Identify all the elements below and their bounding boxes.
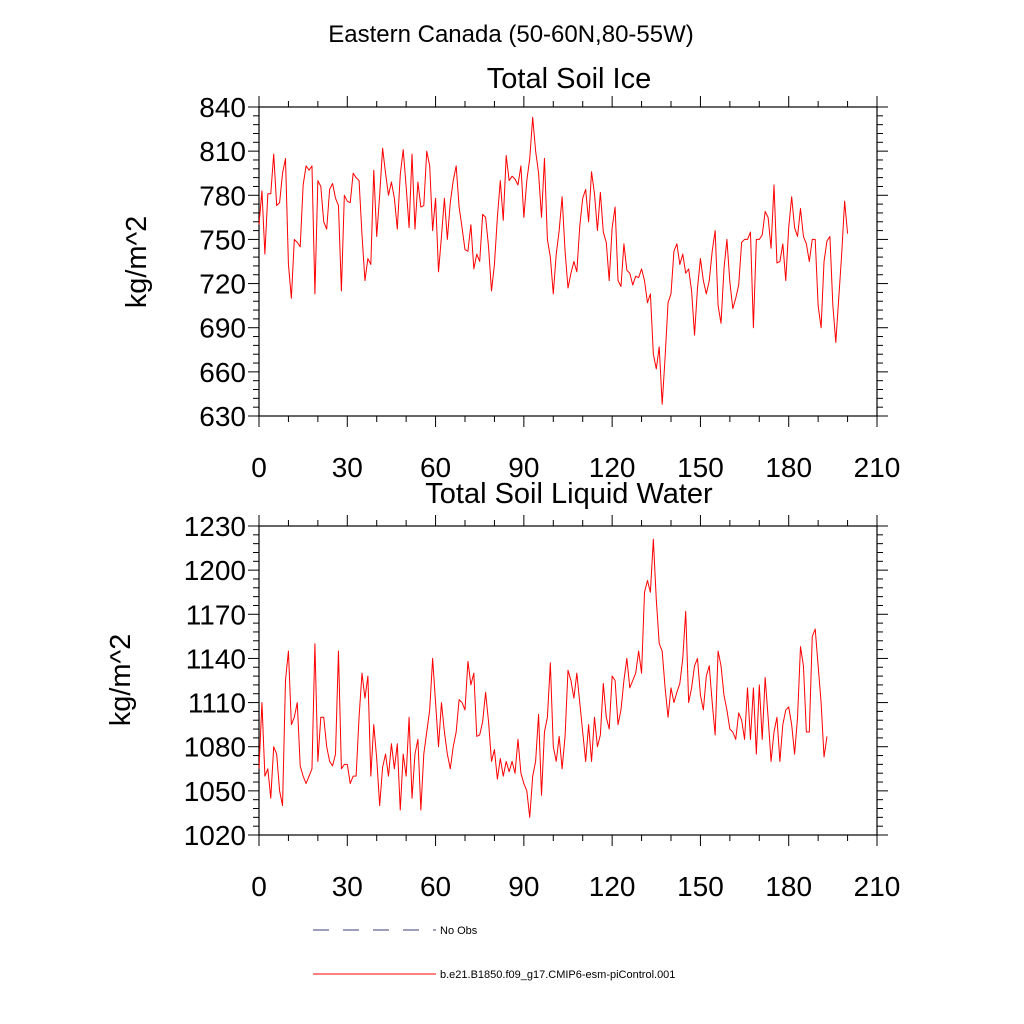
y-tick-label: 720 <box>199 269 246 300</box>
axis-ticks <box>248 515 888 846</box>
x-tick-label: 30 <box>332 452 363 483</box>
y-tick-label: 690 <box>199 313 246 344</box>
y-axis-label: kg/m^2 <box>121 216 153 309</box>
plot-frame <box>258 106 878 417</box>
chart-title: Total Soil Ice <box>487 63 651 95</box>
x-tick-label: 90 <box>508 452 539 483</box>
y-axis-label: kg/m^2 <box>105 634 137 727</box>
legend-label: b.e21.B1850.f09_g17.CMIP6-esm-piControl.… <box>440 969 675 981</box>
axis-ticks <box>248 96 888 427</box>
series-line-soil-liquid-water <box>258 538 828 818</box>
x-tick-label: 0 <box>251 871 267 902</box>
y-tick-label: 810 <box>199 136 246 167</box>
y-axis-tick-labels: 630 660 690 720 750 780 810 840 <box>199 92 246 432</box>
y-tick-label: 1200 <box>184 555 246 586</box>
legend-label: No Obs <box>440 925 478 937</box>
y-tick-label: 780 <box>199 180 246 211</box>
chart-total-soil-liquid-water: Total Soil Liquid Water 1020 1050 1080 1110… <box>105 478 900 902</box>
x-tick-label: 90 <box>508 871 539 902</box>
x-axis-tick-labels: 0 30 60 90 120 150 180 210 <box>251 452 900 483</box>
y-tick-label: 630 <box>199 401 246 432</box>
figure-title: Eastern Canada (50-60N,80-55W) <box>328 21 694 48</box>
x-tick-label: 150 <box>677 452 724 483</box>
x-tick-label: 120 <box>589 871 636 902</box>
x-tick-label: 120 <box>589 452 636 483</box>
y-tick-label: 1050 <box>184 776 246 807</box>
y-tick-label: 1230 <box>184 511 246 542</box>
chart-total-soil-ice: Total Soil Ice 630660690720750780810840 … <box>121 63 900 483</box>
x-tick-label: 60 <box>420 452 451 483</box>
y-tick-label: 1020 <box>184 820 246 851</box>
x-tick-label: 210 <box>854 452 901 483</box>
x-tick-label: 150 <box>677 871 724 902</box>
legend-item-model-run: b.e21.B1850.f09_g17.CMIP6-esm-piControl.… <box>313 969 675 981</box>
plot-frame <box>258 525 878 836</box>
legend: No Obs b.e21.B1850.f09_g17.CMIP6-esm-piC… <box>313 925 675 981</box>
y-axis-tick-labels: 1020 1050 1080 1110 1140 1170 1200 1230 <box>184 511 246 851</box>
y-tick-label: 1080 <box>184 732 246 763</box>
x-tick-label: 30 <box>332 871 363 902</box>
legend-item-no-obs: No Obs <box>313 925 478 937</box>
y-tick-label: 660 <box>199 357 246 388</box>
chart-title: Total Soil Liquid Water <box>425 478 713 510</box>
y-tick-label: 750 <box>199 224 246 255</box>
x-tick-label: 180 <box>765 871 812 902</box>
x-tick-label: 180 <box>765 452 812 483</box>
series-line-soil-ice <box>258 116 849 405</box>
y-tick-label: 1140 <box>186 643 246 674</box>
x-tick-label: 210 <box>854 871 901 902</box>
x-tick-label: 0 <box>251 452 267 483</box>
y-tick-label: 1110 <box>188 688 246 719</box>
y-tick-label: 840 <box>199 92 246 123</box>
x-tick-label: 60 <box>420 871 451 902</box>
x-axis-tick-labels: 0 30 60 90 120 150 180 210 <box>251 871 900 902</box>
y-tick-label: 1170 <box>186 599 246 630</box>
